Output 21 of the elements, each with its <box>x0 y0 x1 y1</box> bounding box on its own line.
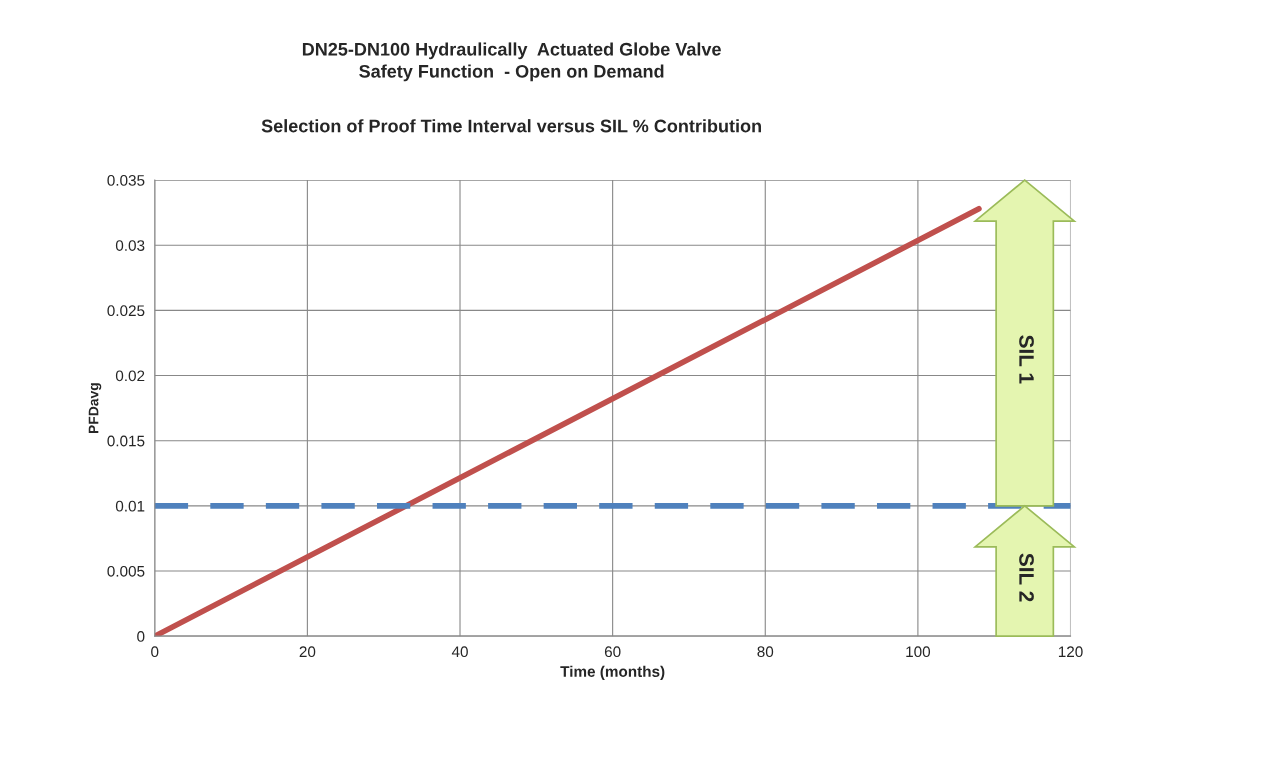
y-tick-label: 0.035 <box>107 174 145 186</box>
x-tick-label: 60 <box>604 646 621 658</box>
chart-subtitle: Selection of Proof Time Interval versus SIL % Contribution <box>261 119 761 133</box>
y-tick-label: 0.01 <box>115 500 145 512</box>
y-tick-label: 0.02 <box>115 370 145 382</box>
y-tick-label: 0 <box>137 631 145 642</box>
y-tick-label: 0.005 <box>107 565 145 577</box>
y-tick-label: 0.03 <box>115 240 145 251</box>
y-tick-label: 0.015 <box>107 435 145 447</box>
annotation: SIL 2 <box>1019 553 1034 602</box>
x-tick-label: 0 <box>151 646 159 658</box>
y-axis-title: PFDavg <box>88 383 102 434</box>
x-axis-title: Time (months) <box>560 665 665 680</box>
x-tick-label: 20 <box>299 646 316 658</box>
x-tick-label: 80 <box>757 646 774 658</box>
chart-title: DN25-DN100 Hydraulically Actuated Globe Valve Safety Function - Open on Demand <box>302 42 721 82</box>
x-tick-label: 40 <box>451 646 468 658</box>
y-tick-label: 0.025 <box>107 305 145 317</box>
x-tick-label: 120 <box>1058 646 1083 658</box>
x-tick-label: 100 <box>906 646 931 658</box>
annotation: SIL 1 <box>1019 335 1034 384</box>
